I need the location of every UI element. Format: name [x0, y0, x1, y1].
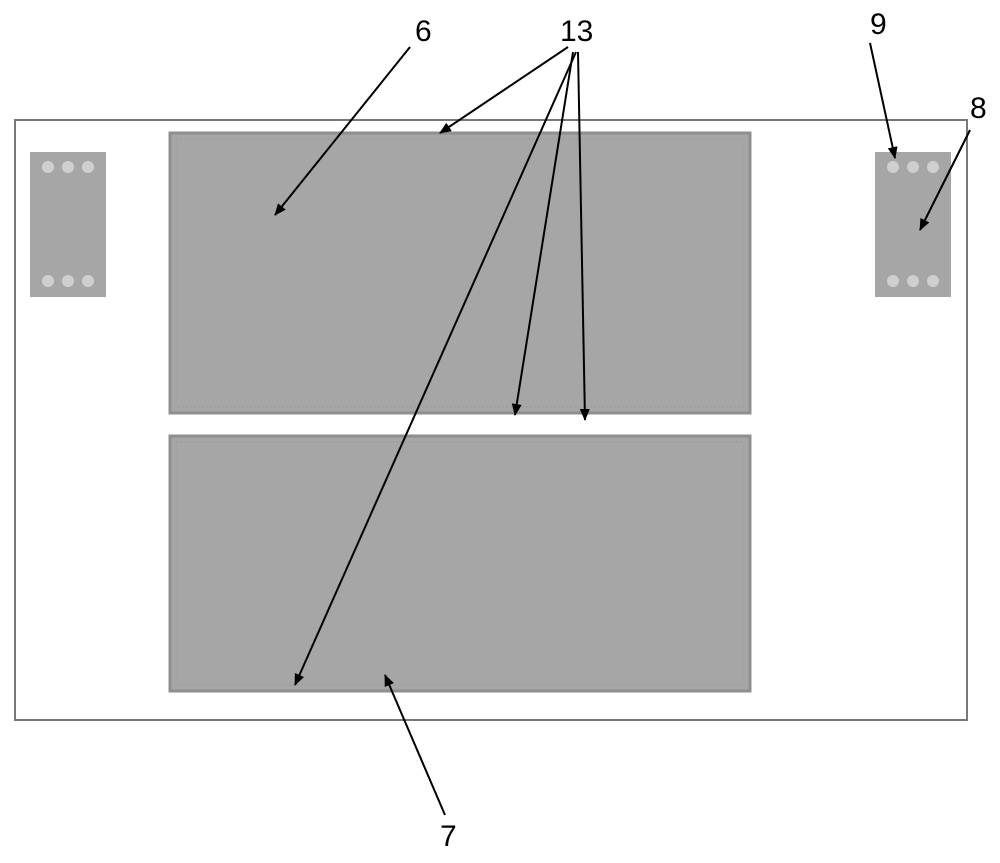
left-pad-hole: [82, 275, 94, 287]
label-6: 6: [415, 15, 432, 49]
left-pad-hole: [82, 161, 94, 173]
right-pad-hole: [887, 275, 899, 287]
right-pad-hole: [927, 275, 939, 287]
left-pad-hole: [42, 275, 54, 287]
label-8: 8: [970, 92, 987, 126]
label-9: 9: [870, 8, 887, 42]
label-7: 7: [440, 820, 457, 854]
right-pad-hole: [907, 161, 919, 173]
left-pad-hole: [62, 161, 74, 173]
right-pad-hole: [887, 161, 899, 173]
bottom-panel: [170, 436, 750, 691]
technical-diagram: [0, 0, 1000, 863]
top-panel: [170, 133, 750, 413]
left-pad-hole: [42, 161, 54, 173]
label-13: 13: [560, 15, 593, 49]
left-pad-hole: [62, 275, 74, 287]
right-pad-hole: [907, 275, 919, 287]
right-pad-hole: [927, 161, 939, 173]
